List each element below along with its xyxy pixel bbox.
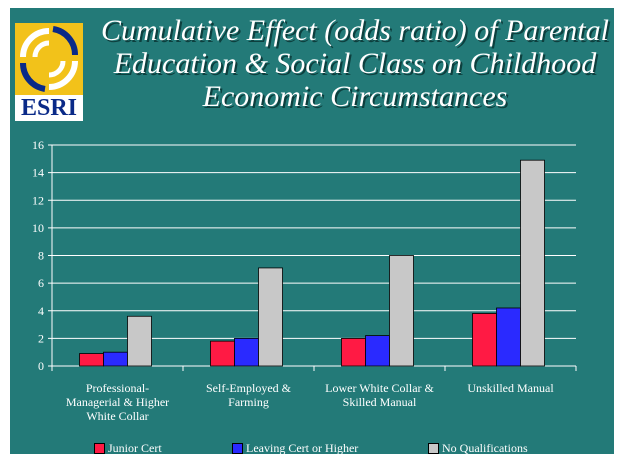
x-category-label: Self-Employed & Farming	[206, 381, 292, 409]
bar	[365, 335, 390, 367]
x-category-label: Lower White Collar & Skilled Manual	[325, 381, 434, 409]
y-tick-label: 4	[38, 304, 44, 318]
x-category-label-line: Self-Employed &	[206, 381, 292, 395]
x-category-label: Unskilled Manual	[467, 381, 554, 395]
title-line-3: Economic Circumstances	[202, 80, 508, 113]
bar	[234, 337, 259, 367]
bar	[210, 340, 235, 367]
y-tick-label: 16	[32, 138, 44, 152]
legend-item: Leaving Cert or Higher	[232, 441, 358, 454]
x-category-label-line: Managerial & Higher	[66, 395, 169, 409]
legend-item: Junior Cert	[94, 441, 162, 454]
bar	[103, 351, 128, 367]
bar	[472, 313, 497, 367]
slide: ESRI Cumulative Effect (odds ratio) of P…	[10, 8, 614, 454]
esri-logo: ESRI	[15, 23, 83, 123]
esri-logo-mark	[15, 23, 83, 95]
bar	[341, 337, 366, 367]
bar	[520, 159, 545, 367]
legend-item: No Qualifications	[428, 441, 528, 454]
legend-swatch	[232, 443, 243, 454]
legend-swatch	[94, 443, 105, 454]
legend-label: Junior Cert	[108, 441, 162, 454]
bar-chart: 0 2 4 6 8 10 12 14 16 Professional-Managerial & H…	[32, 138, 577, 423]
y-tick-label: 8	[38, 249, 44, 263]
legend-label: No Qualifications	[442, 441, 528, 454]
bar	[389, 255, 414, 367]
y-tick-label: 0	[38, 359, 44, 373]
title-line-1: Cumulative Effect (odds ratio) of Parent…	[101, 14, 609, 47]
bar	[79, 353, 104, 367]
x-category-label-line: Skilled Manual	[343, 395, 417, 409]
bar	[258, 267, 283, 367]
bar	[496, 307, 521, 367]
slide-title: Cumulative Effect (odds ratio) of Parent…	[98, 14, 612, 113]
x-category-label-line: Farming	[228, 395, 269, 409]
chart-legend: Junior Cert Leaving Cert or Higher No Qual…	[10, 441, 614, 454]
x-category-label-line: Professional-	[86, 381, 149, 395]
y-tick-label: 14	[32, 166, 44, 180]
y-tick-label: 10	[32, 221, 44, 235]
legend-label: Leaving Cert or Higher	[246, 441, 359, 454]
title-line-2: Education & Social Class on Childhood	[113, 47, 597, 80]
x-category-label: Professional-Managerial & Higher White Co…	[66, 381, 169, 423]
legend-swatch	[428, 443, 439, 454]
bar	[127, 315, 152, 367]
y-tick-label: 12	[32, 193, 44, 207]
x-category-label-line: Lower White Collar &	[325, 381, 434, 395]
x-category-label-line: Unskilled Manual	[467, 381, 554, 395]
y-tick-label: 2	[38, 331, 44, 345]
y-tick-label: 6	[38, 276, 44, 290]
esri-logo-text: ESRI	[15, 95, 83, 121]
x-category-label-line: White Collar	[86, 409, 148, 423]
